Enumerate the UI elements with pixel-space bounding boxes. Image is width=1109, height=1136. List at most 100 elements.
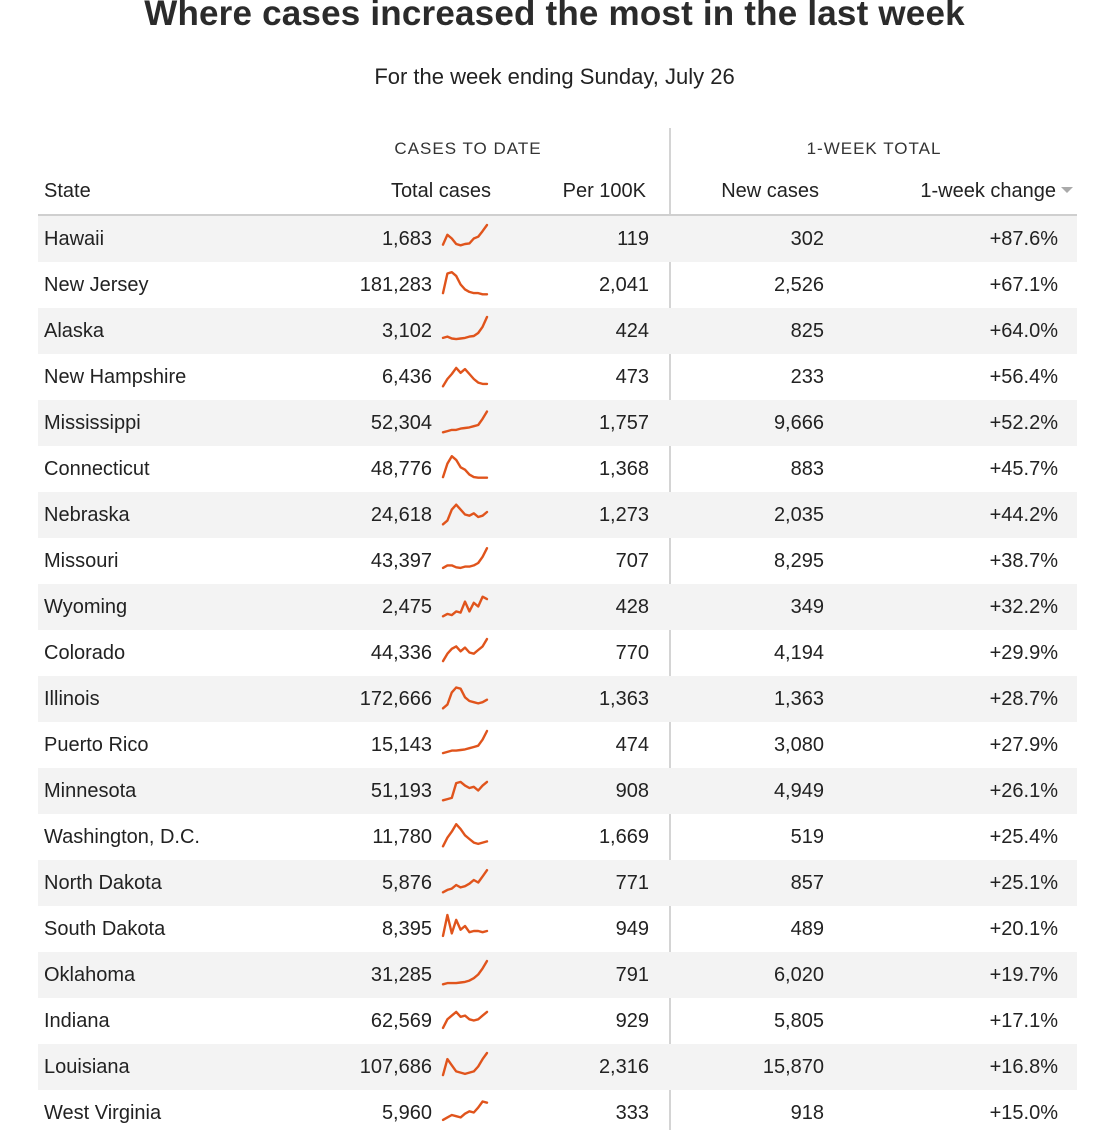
week-change-value: +29.9%	[989, 642, 1058, 664]
trend-sparkline-line	[441, 729, 489, 755]
new-cases-value: 1,363	[773, 688, 824, 710]
total-cases-value: 107,686	[359, 1056, 432, 1078]
state-name: Alaska	[44, 320, 105, 342]
total-cases-value: 5,876	[381, 872, 432, 894]
column-header-state[interactable]: State	[44, 180, 91, 202]
trend-sparkline-line	[441, 637, 489, 663]
new-cases-value: 857	[790, 872, 824, 894]
trend-sparkline	[441, 869, 489, 894]
total-cases-value: 24,618	[370, 504, 432, 526]
total-cases-value: 48,776	[370, 458, 432, 480]
per-100k-value: 908	[615, 780, 649, 802]
state-name: Puerto Rico	[44, 734, 149, 756]
per-100k-value: 707	[615, 550, 649, 572]
trend-sparkline-line	[441, 913, 489, 938]
trend-sparkline	[441, 1100, 489, 1122]
new-cases-value: 3,080	[773, 734, 824, 756]
table-row: Illinois 172,666 1,363 1,363 +28.7%	[38, 676, 1077, 722]
header-divider	[38, 214, 1077, 216]
week-change-value: +87.6%	[989, 228, 1058, 250]
state-name: Louisiana	[44, 1056, 130, 1078]
trend-sparkline-line	[441, 1051, 489, 1077]
trend-sparkline-line	[441, 686, 489, 710]
total-cases-value: 5,960	[381, 1102, 432, 1124]
trend-sparkline-line	[441, 455, 489, 479]
week-change-value: +17.1%	[989, 1010, 1058, 1032]
table-row: Wyoming 2,475 428 349 +32.2%	[38, 584, 1077, 630]
total-cases-value: 2,475	[381, 596, 432, 618]
trend-sparkline	[441, 1051, 489, 1077]
new-cases-value: 825	[790, 320, 824, 342]
new-cases-value: 302	[790, 228, 824, 250]
table-row: Washington, D.C. 11,780 1,669 519 +25.4%	[38, 814, 1077, 860]
chart-title: Where cases increased the most in the la…	[144, 0, 965, 33]
week-change-value: +64.0%	[989, 320, 1058, 342]
trend-sparkline	[441, 823, 489, 848]
new-cases-value: 519	[790, 826, 824, 848]
per-100k-value: 791	[615, 964, 649, 986]
total-cases-value: 31,285	[370, 964, 432, 986]
state-name: Illinois	[44, 688, 100, 710]
state-name: Hawaii	[44, 228, 105, 250]
week-change-value: +27.9%	[989, 734, 1058, 756]
week-change-value: +67.1%	[989, 274, 1058, 296]
total-cases-value: 15,143	[370, 734, 432, 756]
new-cases-value: 918	[790, 1102, 824, 1124]
per-100k-value: 1,368	[598, 458, 649, 480]
table-row: Nebraska 24,618 1,273 2,035 +44.2%	[38, 492, 1077, 538]
trend-sparkline	[441, 315, 489, 341]
state-name: New Hampshire	[44, 366, 187, 388]
week-change-value: +20.1%	[989, 918, 1058, 940]
state-name: Oklahoma	[44, 964, 136, 986]
trend-sparkline	[441, 913, 489, 938]
table-row: Connecticut 48,776 1,368 883 +45.7%	[38, 446, 1077, 492]
total-cases-value: 3,102	[381, 320, 432, 342]
week-change-value: +44.2%	[989, 504, 1058, 526]
trend-sparkline	[441, 729, 489, 755]
trend-sparkline-line	[441, 315, 489, 341]
new-cases-value: 233	[790, 366, 824, 388]
week-change-value: +28.7%	[989, 688, 1058, 710]
state-name: New Jersey	[44, 274, 149, 296]
per-100k-value: 2,316	[598, 1056, 649, 1078]
total-cases-value: 11,780	[372, 826, 432, 848]
per-100k-value: 929	[615, 1010, 649, 1032]
table-row: Oklahoma 31,285 791 6,020 +19.7%	[38, 952, 1077, 998]
per-100k-value: 1,363	[598, 688, 649, 710]
state-name: Minnesota	[44, 780, 137, 802]
week-change-value: +56.4%	[989, 366, 1058, 388]
state-name: Mississippi	[44, 412, 141, 434]
new-cases-value: 15,870	[762, 1056, 824, 1078]
total-cases-value: 43,397	[370, 550, 432, 572]
new-cases-value: 883	[790, 458, 824, 480]
table-row: Mississippi 52,304 1,757 9,666 +52.2%	[38, 400, 1077, 446]
table-row: Colorado 44,336 770 4,194 +29.9%	[38, 630, 1077, 676]
column-header-new-cases[interactable]: New cases	[721, 180, 819, 202]
week-change-value: +52.2%	[989, 412, 1058, 434]
trend-sparkline-line	[441, 410, 489, 434]
week-change-value: +25.4%	[989, 826, 1058, 848]
table-row: Puerto Rico 15,143 474 3,080 +27.9%	[38, 722, 1077, 768]
per-100k-value: 771	[615, 872, 649, 894]
chevron-down-icon[interactable]	[1061, 186, 1073, 193]
trend-sparkline-line	[441, 503, 489, 526]
column-header-per-100k[interactable]: Per 100K	[562, 180, 646, 202]
trend-sparkline	[441, 637, 489, 663]
per-100k-value: 2,041	[598, 274, 649, 296]
chart-subtitle: For the week ending Sunday, July 26	[374, 64, 735, 89]
week-change-value: +15.0%	[989, 1102, 1058, 1124]
column-header-total-cases[interactable]: Total cases	[390, 180, 491, 202]
trend-sparkline-line	[441, 366, 489, 388]
per-100k-value: 1,757	[598, 412, 649, 434]
new-cases-value: 8,295	[773, 550, 824, 572]
column-header-week-change[interactable]: 1-week change	[850, 180, 1073, 203]
total-cases-value: 172,666	[359, 688, 432, 710]
state-name: Indiana	[44, 1010, 110, 1032]
state-name: West Virginia	[44, 1102, 162, 1124]
trend-sparkline-line	[441, 823, 489, 848]
trend-sparkline	[441, 686, 489, 710]
trend-sparkline	[441, 410, 489, 434]
new-cases-value: 2,035	[773, 504, 824, 526]
state-name: Nebraska	[44, 504, 130, 526]
per-100k-value: 333	[615, 1102, 649, 1124]
